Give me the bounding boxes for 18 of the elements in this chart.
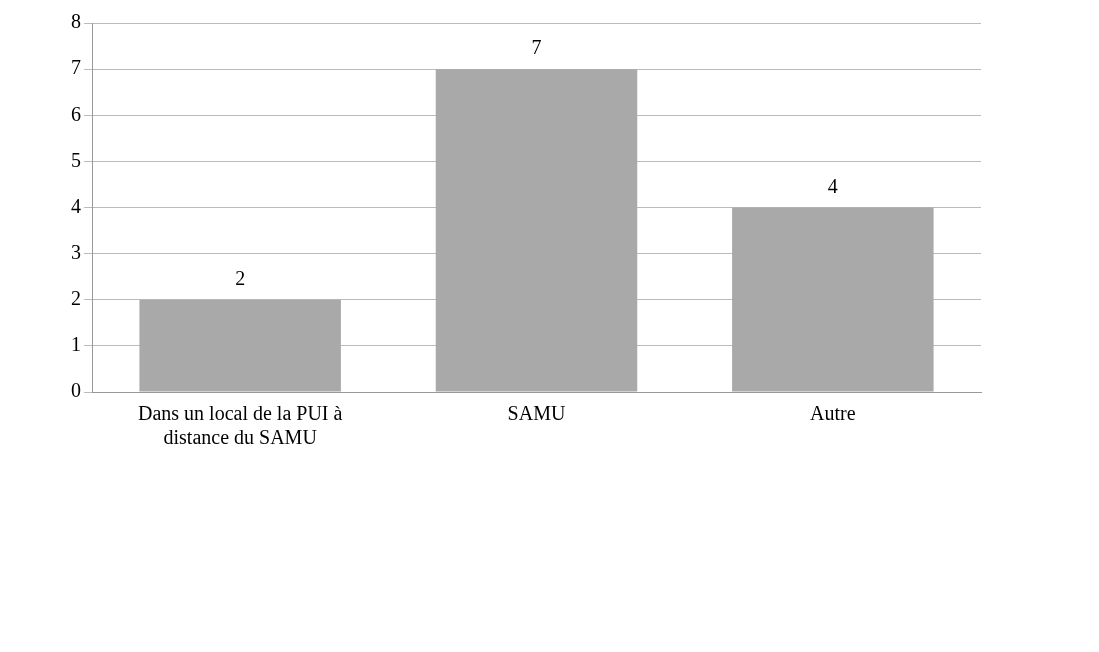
y-tick-label: 7 [71,56,81,79]
y-tick-label: 2 [71,287,81,309]
data-label: 4 [827,174,838,197]
data-label: 7 [531,36,542,59]
y-tick-label: 8 [71,10,81,33]
bar [139,299,341,392]
y-tick-label: 6 [71,102,81,125]
y-tick-label: 5 [71,148,81,171]
y-tick-label: 0 [71,379,81,402]
x-tick-label: Autre [810,402,856,425]
y-tick-label: 1 [71,333,81,356]
y-tick-label: 4 [71,194,81,217]
y-tick-label: 3 [71,240,81,263]
bar [732,207,934,392]
x-tick-label: Dans un local de la PUI à distance du SAMU [137,402,343,449]
data-label: 2 [235,267,246,289]
x-tick-label: SAMU [507,402,566,425]
bar [435,69,638,392]
